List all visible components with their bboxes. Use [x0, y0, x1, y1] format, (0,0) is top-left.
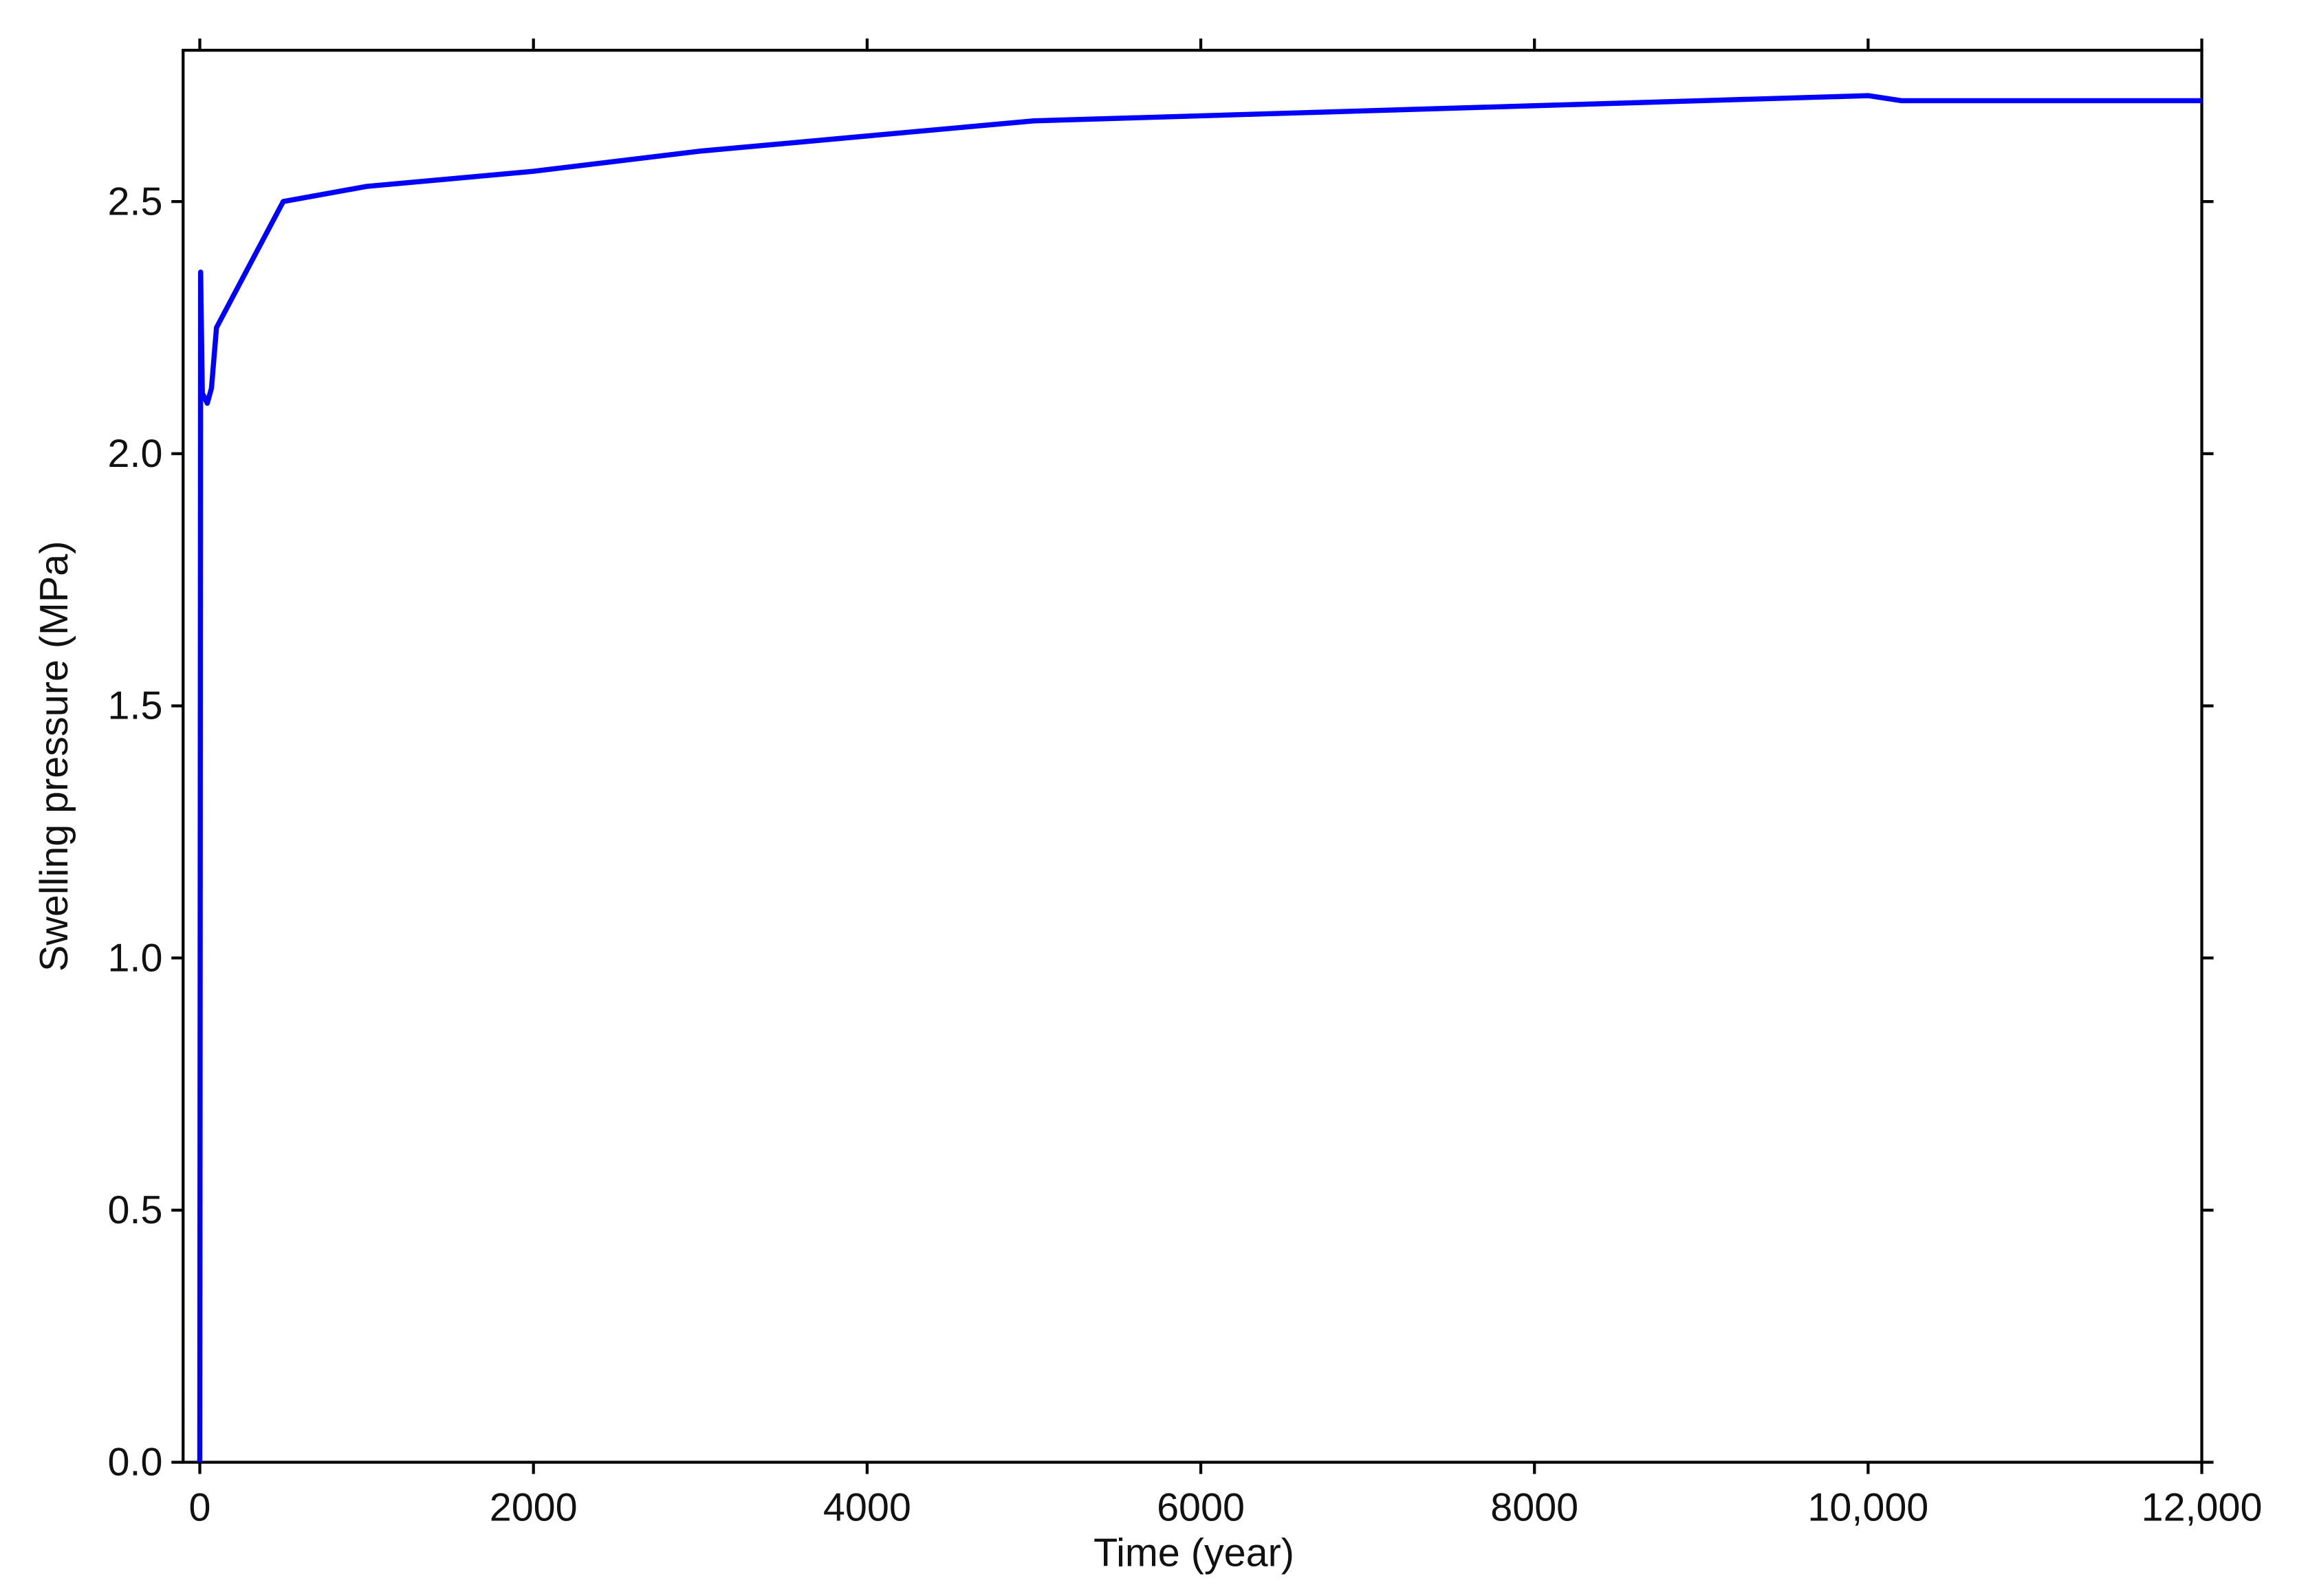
y-tick-label: 0.5: [108, 1188, 163, 1232]
x-tick-label: 0: [189, 1486, 211, 1530]
y-axis-label: Swelling pressure (MPa): [32, 541, 76, 972]
x-tick-label: 12,000: [2142, 1486, 2263, 1530]
x-tick-label: 10,000: [1807, 1486, 1928, 1530]
y-tick-label: 2.0: [108, 432, 163, 476]
x-tick-label: 4000: [823, 1486, 911, 1530]
x-tick-label: 2000: [490, 1486, 578, 1530]
y-tick-label: 1.5: [108, 684, 163, 728]
y-tick-label: 1.0: [108, 936, 163, 980]
y-tick-label: 2.5: [108, 179, 163, 223]
x-tick-label: 6000: [1157, 1486, 1245, 1530]
y-tick-label: 0.0: [108, 1441, 163, 1485]
plot-frame: [182, 48, 2203, 1464]
data-line: [197, 93, 2202, 1463]
x-axis-label: Time (year): [1093, 1531, 1294, 1575]
x-tick-label: 8000: [1490, 1486, 1578, 1530]
